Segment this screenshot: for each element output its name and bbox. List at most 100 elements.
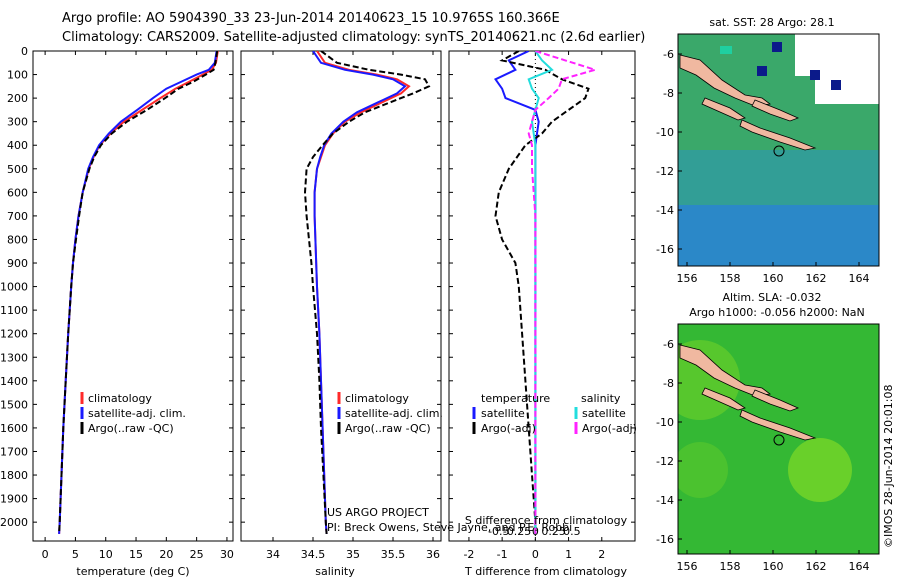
salinity-axes: 34 34.5 35 35.5 36 xyxy=(241,50,441,561)
series-line-argo-raw-qc- xyxy=(303,51,431,534)
map-y-tick-label: -16 xyxy=(656,243,674,256)
legend-label-temp-satellite: satellite xyxy=(481,407,525,420)
x-tick-label: 15 xyxy=(129,548,143,561)
y-tick-label: 700 xyxy=(7,210,28,223)
legend-label-argo: Argo(..raw -QC) xyxy=(345,422,431,435)
difference-legend: temperature salinity satellite Argo(-adj… xyxy=(472,392,637,435)
y-tick-label: 900 xyxy=(7,257,28,270)
map-y-tick-label: -6 xyxy=(663,338,674,351)
sla-anomaly-blob xyxy=(678,442,728,498)
series-line-argo-raw-qc- xyxy=(58,51,219,534)
imos-watermark: ©IMOS 28-Jun-2014 20:01:08 xyxy=(882,384,895,548)
x-tick-label: -1 xyxy=(497,548,508,561)
legend-label-satellite: satellite-adj. clim. xyxy=(88,407,186,420)
map-y-tick-label: -16 xyxy=(656,533,674,546)
argo-location-marker xyxy=(773,434,785,446)
x-tick-label: 0 xyxy=(532,548,539,561)
legend-label-temp-argo: Argo(-adj) xyxy=(481,422,536,435)
sst-map-frame xyxy=(677,33,880,267)
island-shape xyxy=(701,387,746,411)
sla-map-title-1: Altim. SLA: -0.032 xyxy=(722,291,821,304)
y-tick-label: 2000 xyxy=(0,516,28,529)
y-tick-label: 1200 xyxy=(0,328,28,341)
y-tick-label: 200 xyxy=(7,92,28,105)
argo-location-marker xyxy=(773,145,785,157)
sst-cold-cell xyxy=(810,70,820,80)
series-line-climatology xyxy=(313,51,411,534)
x-tick-label: 20 xyxy=(159,548,173,561)
y-tick-label: 1700 xyxy=(0,445,28,458)
map-y-tick-label: -6 xyxy=(663,48,674,61)
y-tick-label: 300 xyxy=(7,116,28,129)
legend-heading-salinity: salinity xyxy=(581,392,621,405)
y-tick-label: 1400 xyxy=(0,375,28,388)
sst-cold-cell xyxy=(831,80,841,90)
map-x-tick-label: 160 xyxy=(763,272,784,285)
x-tick-label: 34.5 xyxy=(301,548,326,561)
temperature-axes: 0100200300400500600700800900100011001200… xyxy=(0,45,234,561)
s-tick-label: 0.25 xyxy=(541,525,566,538)
y-tick-label: 1900 xyxy=(0,493,28,506)
series-line-temperature-argo-adj- xyxy=(494,51,590,534)
temperature-panel-frame xyxy=(32,50,234,542)
series-line-satellite-adj-clim- xyxy=(58,51,218,534)
salinity-xlabel: salinity xyxy=(315,565,355,578)
salinity-lines xyxy=(303,51,431,534)
legend-label-argo: Argo(..raw -QC) xyxy=(88,422,174,435)
sst-missing-data xyxy=(815,76,879,104)
y-tick-label: 1600 xyxy=(0,422,28,435)
map-y-tick-label: -10 xyxy=(656,416,674,429)
map-y-tick-label: -14 xyxy=(656,494,674,507)
y-tick-label: 1300 xyxy=(0,351,28,364)
y-tick-label: 400 xyxy=(7,139,28,152)
temperature-legend: climatology satellite-adj. clim. Argo(..… xyxy=(80,392,186,435)
map-x-tick-label: 160 xyxy=(763,560,784,573)
map-y-tick-label: -12 xyxy=(656,455,674,468)
salinity-legend: climatology satellite-adj. clim. Argo(..… xyxy=(337,392,443,435)
difference-top-xlabel: S difference from climatology xyxy=(465,514,628,527)
map-y-tick-label: -12 xyxy=(656,165,674,178)
x-tick-label: 36 xyxy=(426,548,440,561)
sst-map xyxy=(678,34,879,266)
y-tick-label: 0 xyxy=(21,45,28,58)
y-tick-label: 1000 xyxy=(0,281,28,294)
sst-missing-data xyxy=(795,34,879,76)
x-tick-label: 25 xyxy=(190,548,204,561)
s-tick-label: -0.5 xyxy=(488,525,509,538)
island-shape xyxy=(739,409,817,441)
sst-cold-cell xyxy=(772,42,782,52)
temperature-xlabel: temperature (deg C) xyxy=(76,565,189,578)
credit-line-2: PI: Breck Owens, Steve Jayne, and P.E. R… xyxy=(327,521,572,534)
temperature-lines xyxy=(58,51,219,534)
legend-heading-temperature: temperature xyxy=(481,392,550,405)
island-shape xyxy=(751,389,800,412)
legend-label-sal-satellite: satellite xyxy=(582,407,626,420)
map-y-tick-label: -10 xyxy=(656,126,674,139)
title-line-2: Climatology: CARS2009. Satellite-adjuste… xyxy=(62,30,645,45)
sla-map-title-2: Argo h1000: -0.056 h2000: NaN xyxy=(689,306,865,319)
map-x-tick-label: 158 xyxy=(720,272,741,285)
legend-label-sal-argo: Argo(-adj) xyxy=(582,422,637,435)
legend-label-satellite: satellite-adj. clim. xyxy=(345,407,443,420)
x-tick-label: 34 xyxy=(266,548,280,561)
series-line-satellite-adj-clim- xyxy=(312,51,407,534)
map-x-tick-label: 158 xyxy=(720,560,741,573)
credit-line-1: US ARGO PROJECT xyxy=(327,506,429,519)
y-tick-label: 100 xyxy=(7,69,28,82)
map-x-tick-label: 164 xyxy=(849,272,870,285)
s-tick-label: -0.25 xyxy=(503,525,531,538)
x-tick-label: 5 xyxy=(72,548,79,561)
x-tick-label: 30 xyxy=(220,548,234,561)
s-tick-label: 0.5 xyxy=(563,525,581,538)
sst-map-title: sat. SST: 28 Argo: 28.1 xyxy=(709,16,834,29)
legend-label-climatology: climatology xyxy=(88,392,152,405)
difference-panel-frame xyxy=(448,50,636,542)
map-y-tick-label: -14 xyxy=(656,204,674,217)
map-x-tick-label: 156 xyxy=(677,560,698,573)
difference-xlabel: T difference from climatology xyxy=(464,565,627,578)
map-y-tick-label: -8 xyxy=(663,87,674,100)
sla-map xyxy=(678,324,879,554)
y-tick-label: 500 xyxy=(7,163,28,176)
island-shape xyxy=(751,99,800,122)
